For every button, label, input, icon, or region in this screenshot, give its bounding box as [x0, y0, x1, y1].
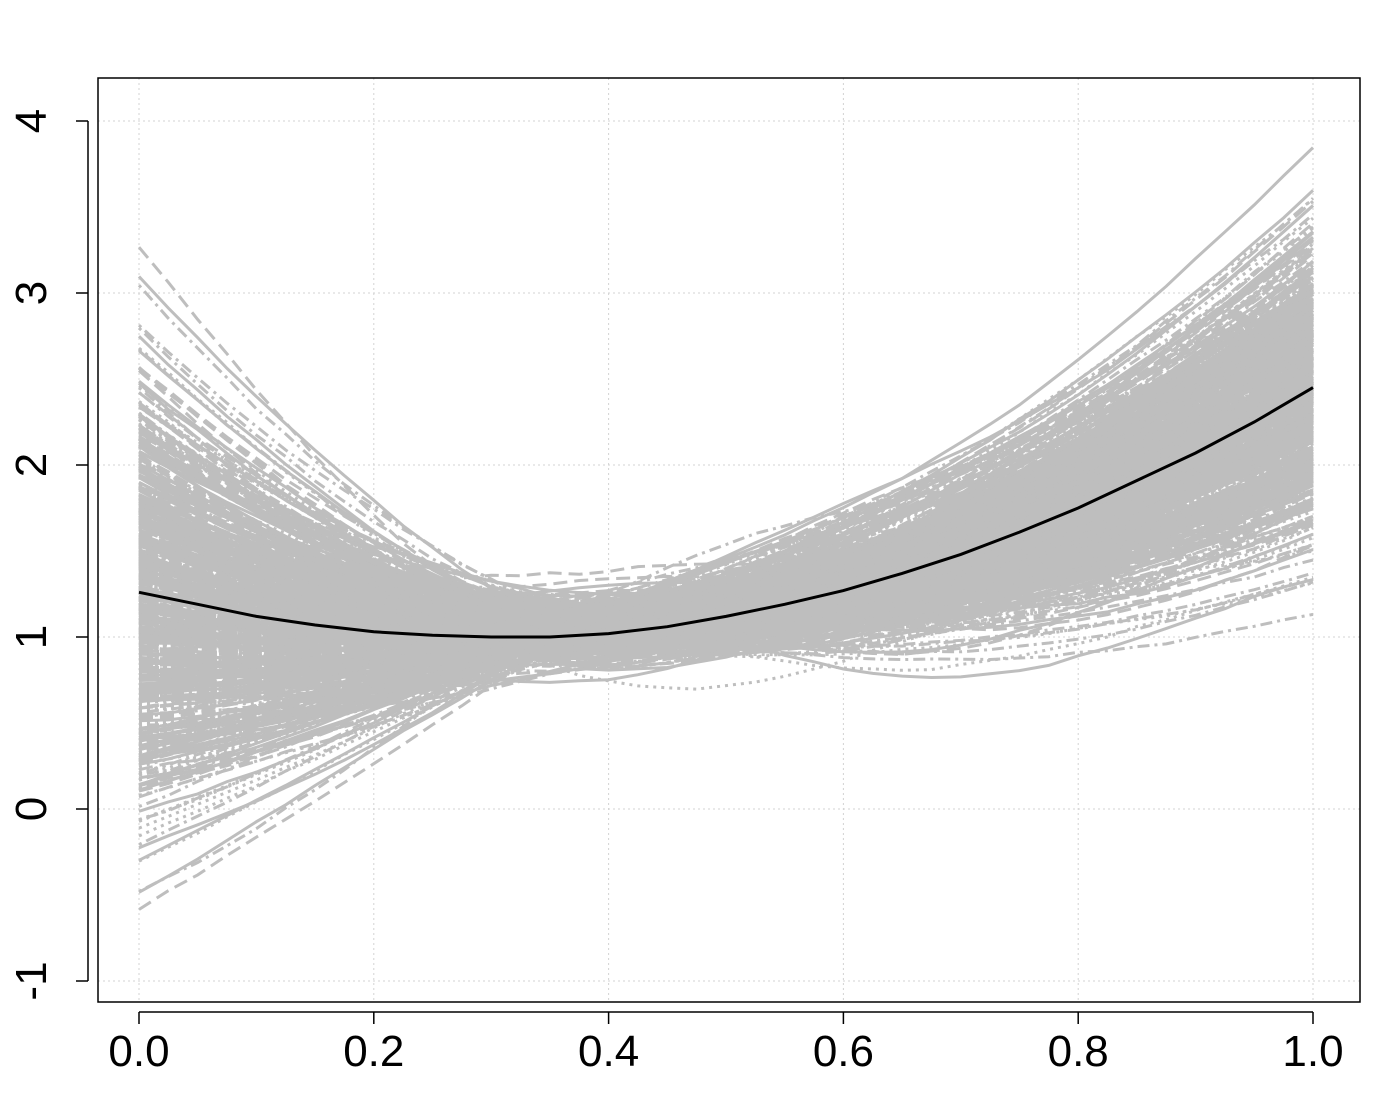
plot-frame	[97, 77, 1361, 1003]
sample-path	[138, 435, 1314, 662]
sample-path	[138, 292, 1314, 633]
sample-path	[138, 465, 1314, 623]
sample-path	[138, 375, 1314, 645]
x-tick-label: 0.8	[1048, 1027, 1109, 1076]
y-tick-label: 3	[7, 281, 56, 305]
sample-paths	[137, 146, 1315, 911]
sample-path	[138, 312, 1314, 734]
sample-path	[138, 526, 1314, 650]
sample-path	[138, 348, 1314, 748]
y-tick-label: 1	[7, 625, 56, 649]
sample-path	[138, 297, 1314, 687]
sample-path	[138, 247, 1314, 628]
sample-path	[138, 335, 1314, 583]
x-axis: 0.0 0.2 0.4 0.6 0.8 1.0	[108, 1011, 1344, 1076]
sample-path	[138, 239, 1314, 710]
sample-path	[138, 337, 1314, 639]
sample-path	[138, 514, 1314, 632]
sample-path	[138, 372, 1314, 628]
y-tick-label: 2	[7, 453, 56, 477]
x-tick-label: 0.0	[108, 1027, 169, 1076]
sample-path	[138, 306, 1314, 633]
sample-path	[138, 238, 1314, 621]
sample-path	[138, 562, 1314, 680]
x-tick-label: 0.6	[813, 1027, 874, 1076]
y-tick-label: 4	[7, 109, 56, 133]
y-axis: -1 0 1 2 3 4	[7, 109, 89, 1001]
sample-path	[138, 442, 1314, 760]
sample-path	[138, 325, 1314, 711]
sample-path	[138, 313, 1314, 733]
mean-curve	[138, 386, 1314, 639]
sample-path	[138, 336, 1314, 822]
y-tick-label: -1	[7, 961, 56, 1000]
sample-path	[138, 405, 1314, 691]
x-tick-label: 1.0	[1282, 1027, 1343, 1076]
mean-line	[138, 386, 1314, 639]
sample-path	[138, 264, 1314, 637]
sample-path	[138, 478, 1314, 644]
x-tick-label: 0.2	[343, 1027, 404, 1076]
sample-path	[138, 197, 1314, 626]
sample-path	[138, 433, 1314, 656]
sample-path	[138, 391, 1314, 626]
sample-path	[138, 423, 1314, 654]
sample-path	[138, 518, 1314, 653]
sample-path	[138, 437, 1314, 641]
sample-path	[138, 318, 1314, 637]
sample-path	[138, 200, 1314, 625]
sample-path	[138, 358, 1314, 638]
sample-path	[138, 225, 1314, 640]
sample-path	[138, 503, 1314, 615]
sample-path	[138, 549, 1314, 651]
sample-path	[138, 377, 1314, 702]
sample-path	[138, 413, 1314, 748]
sample-path	[138, 510, 1314, 659]
sample-path	[138, 328, 1314, 630]
sample-path	[138, 296, 1314, 656]
y-tick-label: 0	[7, 797, 56, 821]
sample-path	[138, 254, 1314, 632]
x-tick-label: 0.4	[578, 1027, 639, 1076]
sample-path	[138, 413, 1314, 666]
